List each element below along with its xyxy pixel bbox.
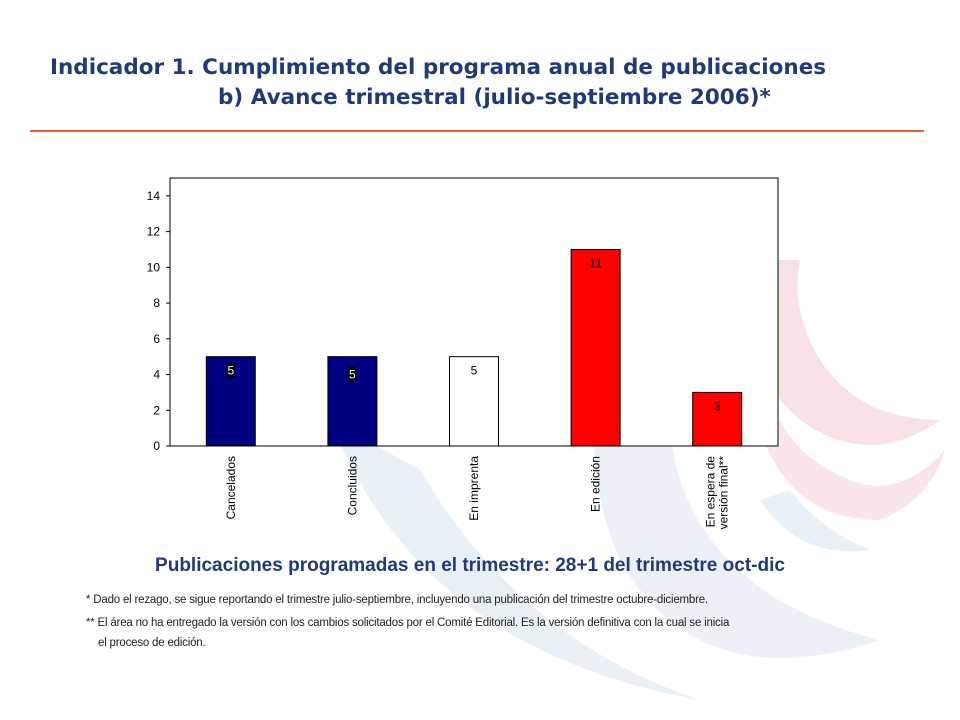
y-axis: 0 2 4 6 8 10 12 14 (147, 189, 170, 453)
data-label: 5 (349, 368, 356, 382)
x-tick-label: Concluidos (345, 456, 359, 515)
y-tick-label: 6 (153, 332, 160, 346)
data-label: 5 (227, 364, 234, 378)
chart-caption: Publicaciones programadas en el trimestr… (155, 555, 785, 576)
bars: 5 5 5 11 3 (205, 248, 743, 447)
footnote-2-continued: el proceso de edición. (98, 637, 206, 649)
y-tick-label: 4 (153, 368, 160, 382)
x-tick-label-line: En espera de (704, 456, 718, 528)
x-tick-label: En espera de versión final** (704, 456, 731, 530)
title-divider (30, 130, 924, 132)
y-tick-label: 14 (147, 189, 161, 203)
y-tick-label: 10 (147, 260, 161, 274)
x-tick-label: Cancelados (224, 456, 238, 519)
x-tick-label-line: versión final** (717, 456, 731, 530)
page-title: Indicador 1. Cumplimiento del programa a… (50, 55, 827, 80)
bar (570, 248, 621, 447)
y-tick-label: 2 (153, 403, 160, 417)
data-label: 3 (714, 399, 721, 413)
bar-chart: 0 2 4 6 8 10 12 14 5 5 5 11 3 Cancelados Concluidos E… (147, 177, 779, 530)
x-tick-label-line: En imprenta (467, 456, 481, 521)
footnote-1: * Dado el rezago, se sigue reportando el… (86, 594, 708, 606)
x-tick-label-line: En edición (589, 456, 603, 512)
footnote-2: ** El área no ha entregado la versión co… (86, 617, 730, 629)
page-subtitle: b) Avance trimestral (julio-septiembre 2… (218, 85, 771, 110)
data-label-background (226, 362, 235, 378)
y-tick-label: 0 (153, 439, 160, 453)
x-tick-label: En imprenta (467, 456, 481, 521)
bar (327, 356, 378, 447)
x-tick-label-line: Concluidos (345, 456, 359, 515)
data-label-background (348, 366, 357, 382)
bar (692, 391, 743, 447)
data-label: 11 (589, 256, 602, 270)
y-tick-label: 12 (147, 225, 161, 239)
bar (449, 356, 499, 447)
data-label: 5 (471, 364, 478, 378)
y-tick-label: 8 (153, 296, 160, 310)
x-axis-labels: Cancelados Concluidos En imprenta En edició… (224, 456, 731, 530)
x-tick-label: En edición (589, 456, 603, 512)
x-tick-label-line: Cancelados (224, 456, 238, 519)
